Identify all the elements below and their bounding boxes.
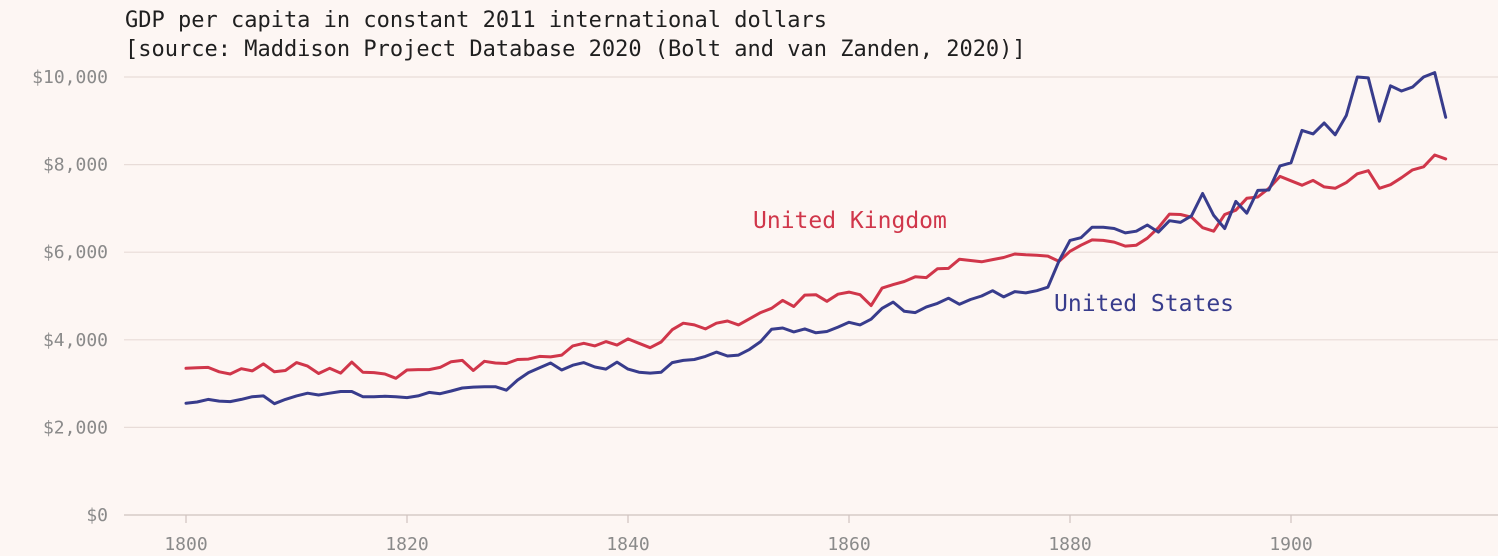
series-line-united-kingdom [184,153,1448,380]
x-tick-label-3: 1860 [827,534,870,555]
y-tick-label-2: $4,000 [43,330,108,351]
gridlines [124,76,1498,516]
x-tick-label-1: 1820 [385,534,428,555]
x-tick-label-5: 1900 [1269,534,1312,555]
chart-title: GDP per capita in constant 2011 internat… [125,8,827,33]
chart-subtitle: [source: Maddison Project Database 2020 … [125,37,1026,62]
x-tick-label-0: 1800 [164,534,207,555]
x-tick-label-4: 1880 [1048,534,1091,555]
y-tick-label-4: $8,000 [43,155,108,176]
y-axis-ticks: $0 $2,000 $4,000 $6,000 $8,000 $10,000 [32,67,108,526]
y-tick-label-1: $2,000 [43,417,108,438]
y-tick-label-3: $6,000 [43,242,108,263]
label-united-states: United States [1054,291,1234,317]
x-axis-ticks: 1800 1820 1840 1860 1880 1900 [164,515,1313,555]
y-tick-label-0: $0 [86,505,108,526]
label-united-kingdom: United Kingdom [753,208,947,234]
series-lines [184,71,1448,406]
series-line-united-states [184,71,1448,406]
x-tick-label-2: 1840 [606,534,649,555]
y-tick-label-5: $10,000 [32,67,108,88]
